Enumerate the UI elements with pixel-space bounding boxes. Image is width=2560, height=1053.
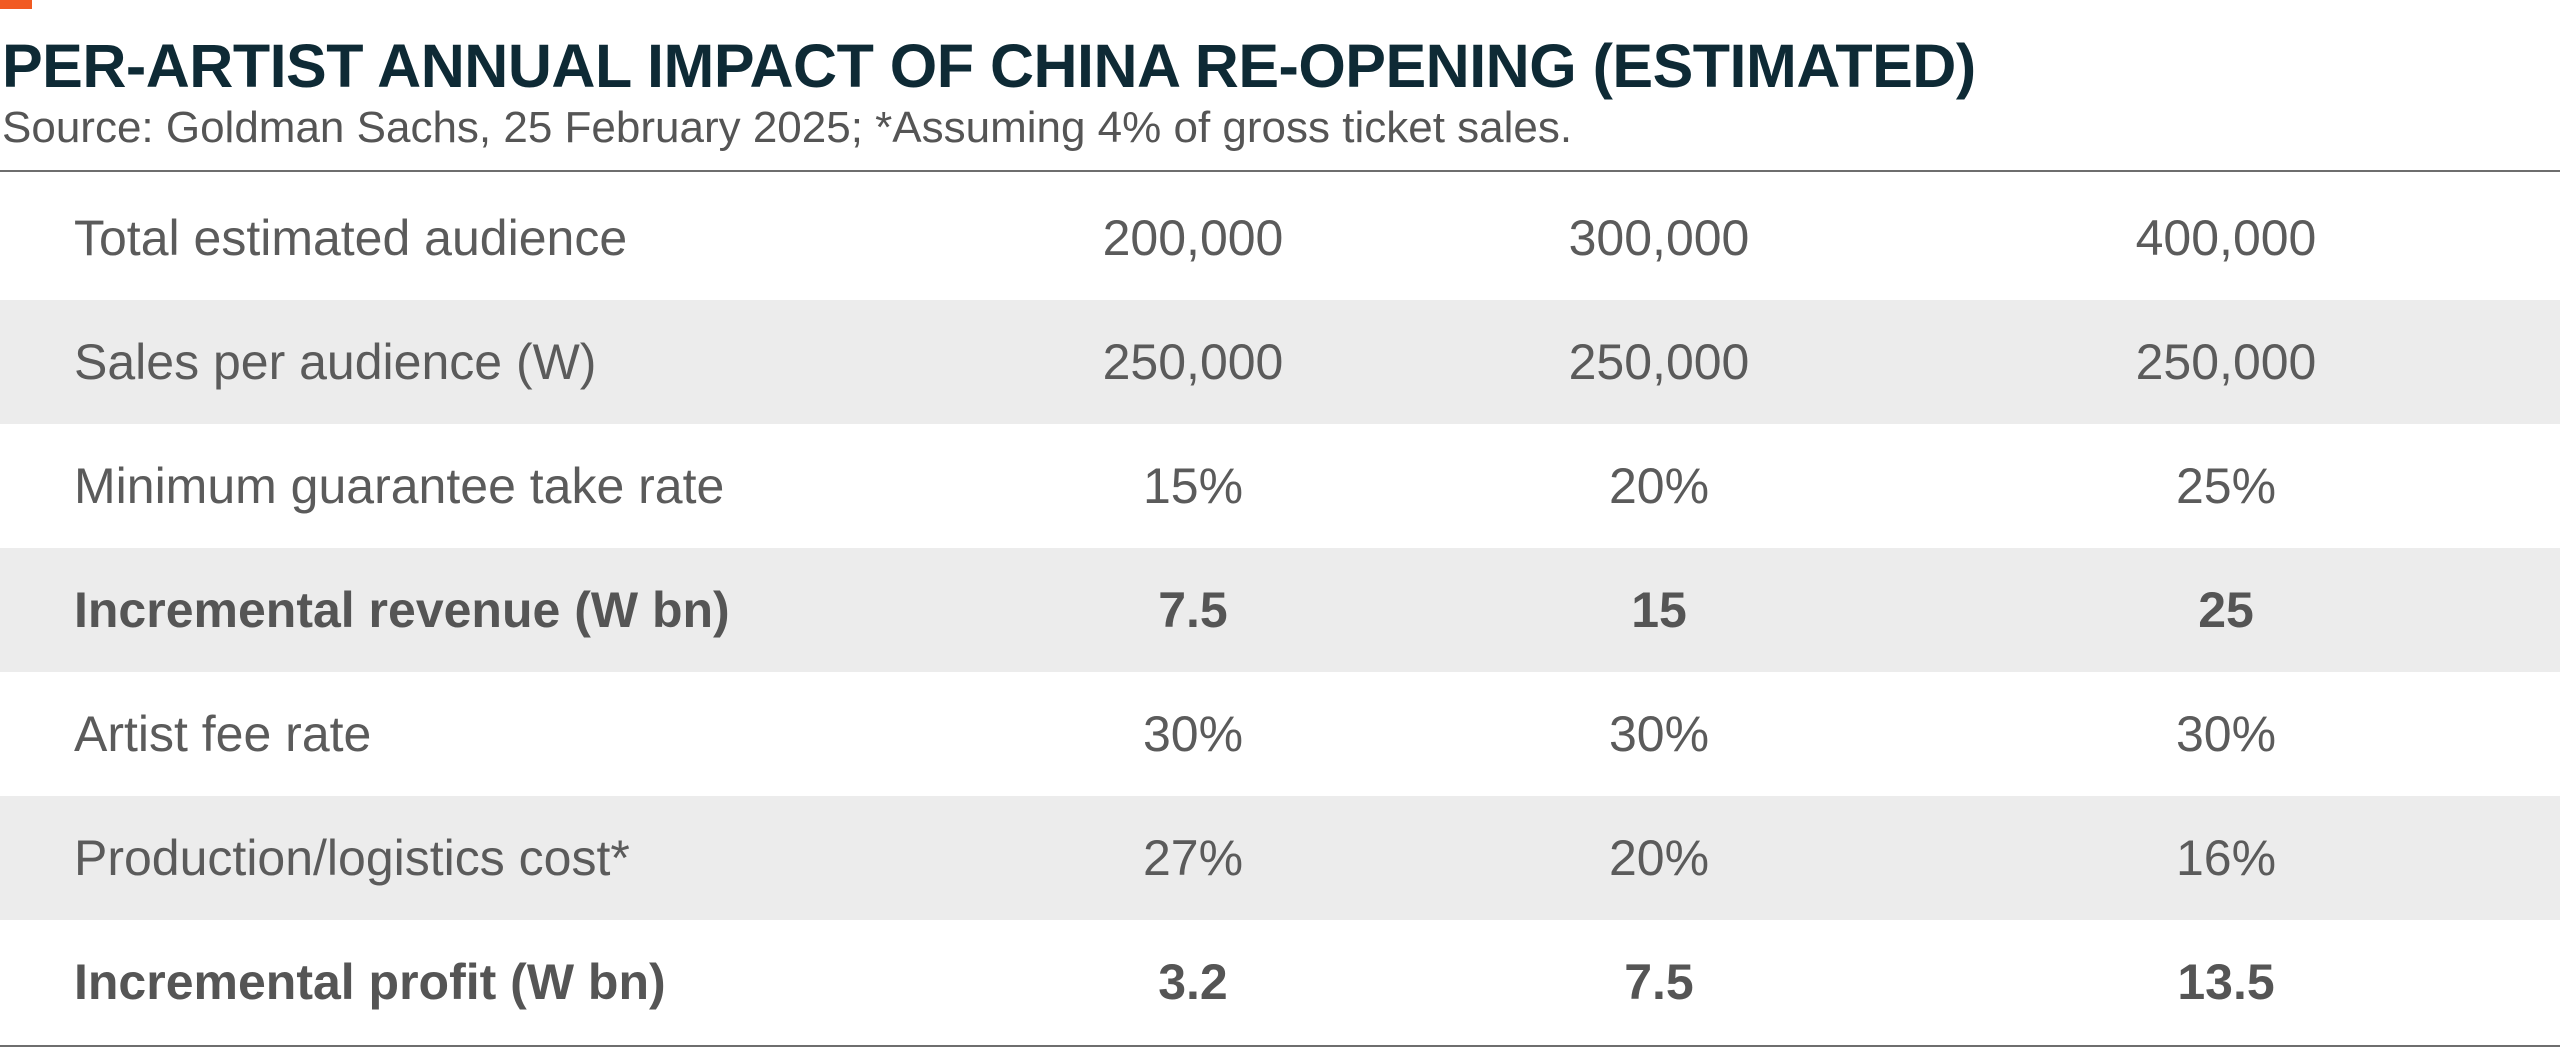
table-cell: 300,000 — [1568, 210, 1750, 266]
table-cell: 25 — [1892, 548, 2560, 672]
row-label: Artist fee rate — [74, 706, 372, 762]
table-cell: 250,000 — [1892, 300, 2560, 424]
table-cell: 13.5 — [2177, 954, 2275, 1010]
row-label: Production/logistics cost* — [0, 796, 960, 920]
chart-title: PER-ARTIST ANNUAL IMPACT OF CHINA RE-OPE… — [2, 32, 1976, 100]
row-label: Minimum guarantee take rate — [74, 458, 725, 514]
table-cell: 27% — [960, 796, 1426, 920]
table-cell: 250,000 — [1426, 300, 1892, 424]
table-cell: 30% — [1608, 706, 1710, 762]
table-row-production-cost: Production/logistics cost* 27% 20% 16% — [0, 796, 2560, 920]
bottom-divider — [0, 1045, 2560, 1047]
table-cell: 400,000 — [2135, 210, 2317, 266]
table-cell: 7.5 — [1624, 954, 1694, 1010]
row-label: Total estimated audience — [74, 210, 628, 266]
row-label: Incremental profit (W bn) — [74, 954, 666, 1010]
table-cell: 30% — [1142, 706, 1244, 762]
table-cell: 7.5 — [960, 548, 1426, 672]
table-cell: 20% — [1426, 796, 1892, 920]
table-cell: 15% — [1142, 458, 1244, 514]
table-row-minimum-guarantee: Minimum guarantee take rate 15% 20% 25% — [0, 424, 2560, 548]
accent-bar — [0, 0, 32, 9]
table-row-sales-per-audience: Sales per audience (W) 250,000 250,000 2… — [0, 300, 2560, 424]
table-cell: 16% — [1892, 796, 2560, 920]
table-cell: 3.2 — [1158, 954, 1228, 1010]
table-cell: 250,000 — [960, 300, 1426, 424]
table-cell: 25% — [2175, 458, 2277, 514]
table-cell: 200,000 — [1102, 210, 1284, 266]
table-row-incremental-profit: Incremental profit (W bn) 3.2 7.5 13.5 — [0, 920, 2560, 1044]
table-cell: 30% — [2175, 706, 2277, 762]
row-label: Sales per audience (W) — [0, 300, 960, 424]
table-cell: 20% — [1608, 458, 1710, 514]
chart-subtitle: Source: Goldman Sachs, 25 February 2025;… — [2, 103, 1573, 152]
table-row-incremental-revenue: Incremental revenue (W bn) 7.5 15 25 — [0, 548, 2560, 672]
table-cell: 15 — [1426, 548, 1892, 672]
top-divider — [0, 170, 2560, 172]
table-row-artist-fee: Artist fee rate 30% 30% 30% — [0, 672, 2560, 796]
row-label: Incremental revenue (W bn) — [0, 548, 960, 672]
table-row-total-audience: Total estimated audience 200,000 300,000… — [0, 176, 2560, 300]
data-table: Total estimated audience 200,000 300,000… — [0, 176, 2560, 1044]
